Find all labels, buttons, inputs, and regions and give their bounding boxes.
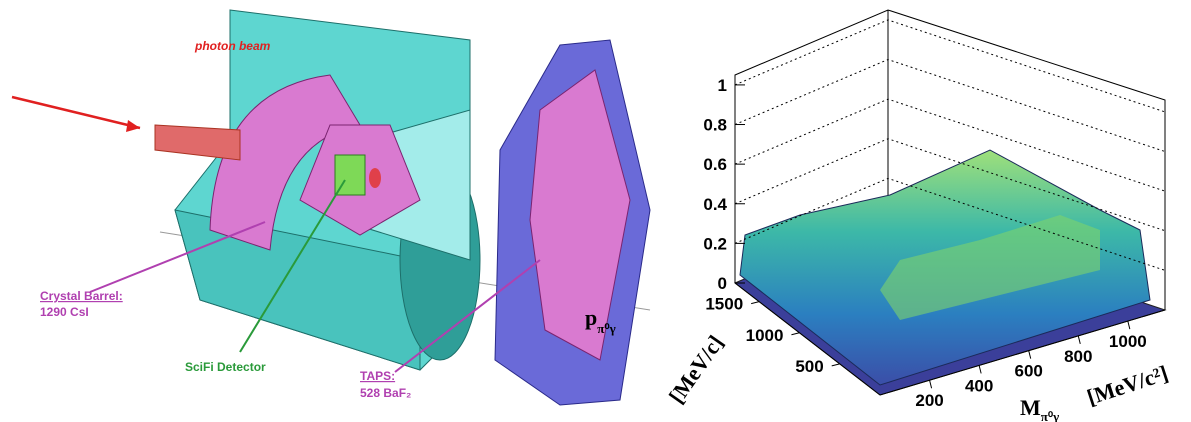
z-tick-label: 0 xyxy=(718,274,727,293)
scifi-label: SciFi Detector xyxy=(185,360,266,374)
y-tick-label: 500 xyxy=(795,357,823,376)
z-tick-label: 0.4 xyxy=(703,195,727,214)
x-tick xyxy=(1078,336,1080,344)
grid-line xyxy=(735,60,1165,152)
lego-plot: pπ⁰γ [MeV/c] Mπ⁰γ [MeV/c²] 00.20.40.60.8… xyxy=(585,10,1171,422)
target xyxy=(369,168,381,188)
z-tick-label: 0.8 xyxy=(703,116,727,135)
y-axis-unit: [MeV/c] xyxy=(664,330,729,407)
figure: photon beam Crystal Barrel: 1290 CsI Sci… xyxy=(0,0,1191,422)
y-axis-title-sub: π⁰γ xyxy=(597,321,615,336)
x-tick xyxy=(1029,351,1031,359)
x-tick xyxy=(930,380,932,388)
y-tick xyxy=(751,302,759,304)
z-tick-label: 1 xyxy=(718,76,727,95)
x-axis-title-sub: π⁰γ xyxy=(1041,409,1059,422)
taps-title: TAPS: xyxy=(360,369,395,383)
x-tick xyxy=(1128,321,1130,329)
y-tick xyxy=(832,364,840,366)
z-tick-label: 0.6 xyxy=(703,155,727,174)
taps-detail: 528 BaF₂ xyxy=(360,386,411,400)
beam-pipe xyxy=(155,125,240,160)
beam-label: photon beam xyxy=(194,39,271,53)
x-axis-unit: [MeV/c²] xyxy=(1084,360,1171,410)
detector-drawing: photon beam Crystal Barrel: 1290 CsI Sci… xyxy=(12,10,650,405)
y-tick xyxy=(791,333,799,335)
y-tick-label: 1000 xyxy=(746,326,784,345)
x-tick-label: 600 xyxy=(1015,362,1043,381)
x-tick-label: 1000 xyxy=(1109,332,1147,351)
x-axis-title-main: M xyxy=(1020,395,1041,420)
beam-arrow xyxy=(12,97,140,128)
x-tick xyxy=(979,365,981,373)
barrel-title: Crystal Barrel: xyxy=(40,289,123,303)
x-tick-label: 800 xyxy=(1064,347,1092,366)
x-axis-title: Mπ⁰γ xyxy=(1020,395,1059,422)
x-tick-label: 200 xyxy=(915,391,943,410)
y-axis-title-main: p xyxy=(585,305,597,330)
barrel-detail: 1290 CsI xyxy=(40,305,89,319)
grid-line xyxy=(735,20,1165,112)
z-tick-label: 0.2 xyxy=(703,234,727,253)
x-tick-label: 400 xyxy=(965,376,993,395)
beam-arrowhead xyxy=(126,120,140,132)
y-tick-label: 1500 xyxy=(705,295,743,314)
